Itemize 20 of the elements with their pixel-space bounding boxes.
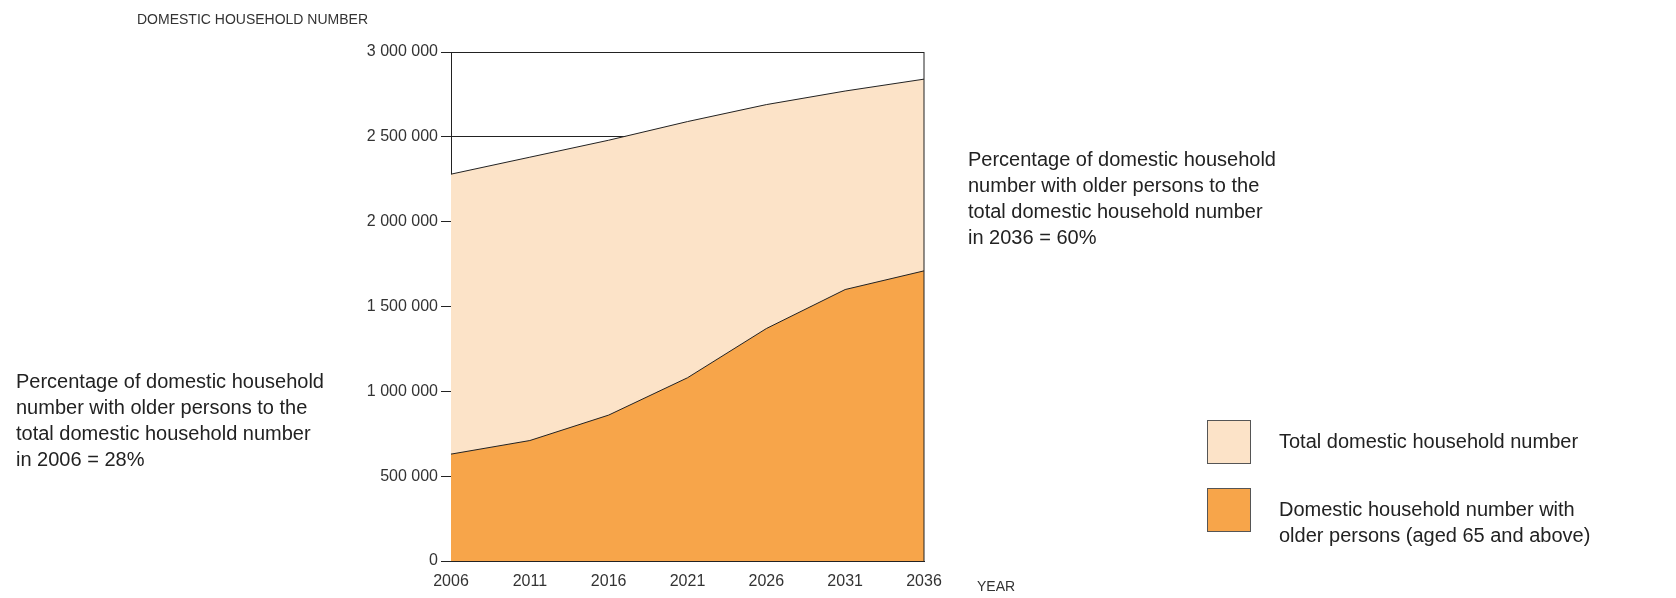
- x-tick-label: 2016: [590, 572, 627, 590]
- legend-label: Domestic household number with older persons (aged 65 and above): [1279, 497, 1592, 548]
- y-tick-label: 2 500 000: [366, 127, 439, 145]
- x-tick-label: 2031: [827, 572, 864, 590]
- y-tick-label: 500 000: [380, 466, 439, 484]
- text: Total domestic household number: [1279, 429, 1579, 454]
- text: Percentage of domestic household number with older persons to the total domestic household number in 2006 = 28%: [16, 369, 325, 472]
- x-tick-label: 2021: [669, 572, 706, 590]
- x-tick-label: 2006: [433, 572, 469, 590]
- y-axis-title: DOMESTIC HOUSEHOLD NUMBER: [137, 11, 369, 27]
- y-tick-label: 3 000 000: [366, 42, 439, 60]
- text: Percentage of domestic household number with older persons to the total domestic household number in 2036 = 60%: [968, 147, 1277, 250]
- x-tick-label: 2011: [512, 572, 548, 590]
- y-tick-label: 2 000 000: [366, 212, 439, 230]
- y-tick-label: 0: [429, 551, 439, 569]
- y-tick-label: 1 500 000: [366, 296, 439, 314]
- x-axis-title: YEAR: [977, 578, 1016, 594]
- x-tick-label: 2026: [748, 572, 785, 590]
- x-tick-label: 2036: [906, 572, 942, 590]
- y-tick-label: 1 000 000: [366, 381, 439, 399]
